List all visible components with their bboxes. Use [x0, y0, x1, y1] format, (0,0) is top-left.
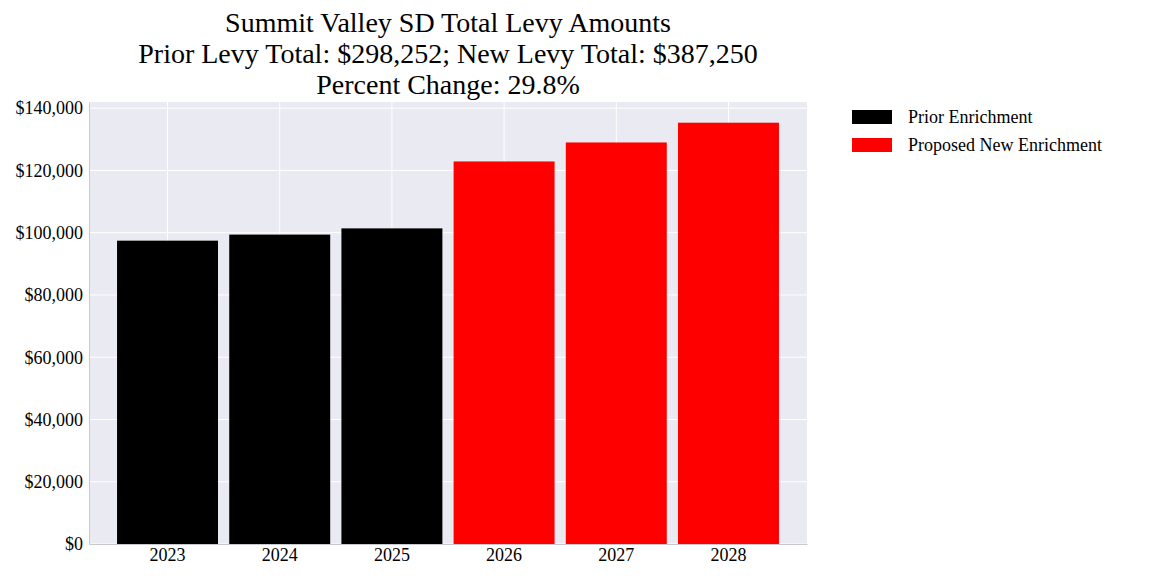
plot: $0 $20,000 $40,000 $60,000 $80,000 $100,000 $1…: [16, 98, 808, 564]
tick-label: $80,000: [25, 285, 84, 305]
legend-swatch: [852, 138, 892, 152]
axis-line: [90, 544, 808, 545]
tick: 2027: [598, 544, 634, 565]
title: Summit Valley SD Total Levy AmountsPrior…: [138, 7, 758, 100]
grid-line: [89, 108, 807, 109]
tick: $120,000: [16, 161, 90, 181]
bars: [117, 123, 779, 544]
title-line: Prior Levy Total: $298,252; New Levy Tot…: [138, 38, 758, 69]
tick: 2025: [374, 544, 410, 565]
bar: [229, 235, 330, 544]
tick-label: $20,000: [25, 472, 84, 492]
y-axis: $0 $20,000 $40,000 $60,000 $80,000 $100,000 $1…: [16, 98, 90, 554]
tick-label: 2023: [150, 545, 186, 565]
bar: [566, 142, 667, 544]
tick: $60,000: [25, 347, 90, 367]
bar: [341, 228, 442, 544]
tick-label: $100,000: [16, 223, 84, 243]
tick: $20,000: [25, 472, 90, 492]
tick-label: 2024: [262, 545, 298, 565]
tick-label: 2027: [598, 545, 634, 565]
tick: 2028: [710, 544, 746, 565]
bar: [454, 161, 555, 544]
tick: $80,000: [25, 285, 90, 305]
title-line: Summit Valley SD Total Levy Amounts: [225, 7, 671, 38]
tick: $0: [65, 534, 89, 554]
legend-item: Proposed New Enrichment: [852, 135, 1102, 155]
tick: $140,000: [16, 98, 90, 118]
tick: 2026: [486, 544, 522, 565]
plot-background: [89, 102, 807, 544]
bar: [117, 241, 218, 544]
chart: Summit Valley SD Total Levy AmountsPrior…: [0, 0, 1152, 576]
tick: 2023: [150, 544, 186, 565]
legend-swatch: [852, 110, 892, 124]
legend-label: Prior Enrichment: [908, 107, 1032, 127]
x-axis: 2023 2024 2025 2026 2027 2028: [90, 544, 808, 565]
grid: [89, 102, 807, 544]
tick: $40,000: [25, 410, 90, 430]
tick-label: 2026: [486, 545, 522, 565]
axis-line: [89, 103, 90, 545]
tick-label: 2028: [710, 545, 746, 565]
tick-label: $140,000: [16, 98, 84, 118]
tick-label: $0: [65, 534, 83, 554]
tick-label: $60,000: [25, 347, 84, 367]
tick-label: $40,000: [25, 410, 84, 430]
legend-item: Prior Enrichment: [852, 107, 1032, 127]
tick: $100,000: [16, 223, 90, 243]
tick-label: $120,000: [16, 161, 84, 181]
tick-label: 2025: [374, 545, 410, 565]
legend: Prior Enrichment Proposed New Enrichment: [852, 107, 1102, 155]
tick: 2024: [262, 544, 298, 565]
bar: [678, 123, 779, 544]
title-line: Percent Change: 29.8%: [316, 69, 580, 100]
legend-label: Proposed New Enrichment: [908, 135, 1102, 155]
